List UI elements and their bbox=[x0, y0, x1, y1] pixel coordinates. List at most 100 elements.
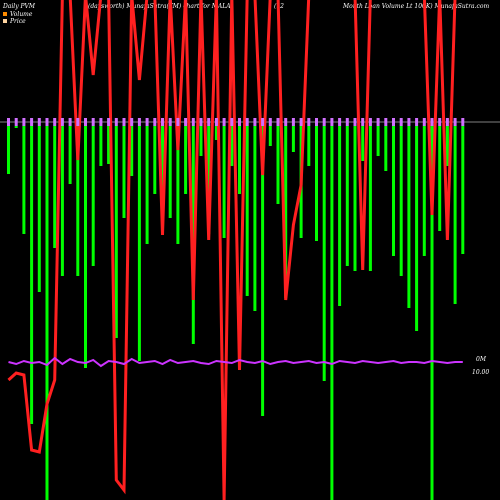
legend-price-swatch bbox=[3, 19, 7, 23]
price-marker bbox=[114, 118, 118, 126]
volume-bar bbox=[214, 126, 218, 140]
volume-bar bbox=[99, 126, 103, 166]
price-markers bbox=[7, 118, 465, 126]
volume-bar bbox=[14, 126, 18, 128]
volume-bar bbox=[422, 126, 426, 256]
price-marker bbox=[214, 118, 218, 126]
volume-bar bbox=[161, 126, 164, 220]
price-marker bbox=[291, 118, 295, 126]
volume-bar bbox=[368, 126, 372, 271]
price-marker bbox=[99, 118, 103, 126]
volume-bar bbox=[361, 126, 365, 161]
price-marker bbox=[84, 118, 87, 126]
volume-bar bbox=[276, 126, 280, 204]
volume-bar bbox=[207, 126, 211, 234]
price-marker bbox=[222, 118, 226, 126]
volume-bar bbox=[307, 126, 311, 166]
price-marker bbox=[122, 118, 126, 126]
volume-bar bbox=[453, 126, 457, 304]
volume-bar bbox=[253, 126, 257, 311]
volume-bar bbox=[168, 126, 172, 218]
volume-bar bbox=[145, 126, 149, 244]
price-marker bbox=[415, 118, 419, 126]
volume-bar bbox=[415, 126, 419, 331]
price-marker bbox=[422, 118, 426, 126]
volume-bar bbox=[222, 126, 226, 238]
header-center: (daysworth) MunafaSutra(TM) chart for MA… bbox=[88, 3, 231, 10]
price-marker bbox=[238, 118, 241, 126]
price-marker bbox=[253, 118, 257, 126]
volume-bar bbox=[7, 126, 10, 174]
price-marker bbox=[268, 118, 272, 126]
price-marker bbox=[353, 118, 357, 126]
volume-bar bbox=[60, 126, 64, 276]
volume-bar bbox=[376, 126, 380, 156]
price-marker bbox=[453, 118, 457, 126]
price-marker bbox=[230, 118, 234, 126]
price-line-group bbox=[8, 356, 463, 368]
price-marker bbox=[161, 118, 164, 126]
price-marker bbox=[438, 118, 442, 126]
price-marker bbox=[45, 118, 49, 126]
volume-bar bbox=[291, 126, 295, 152]
volume-bar bbox=[137, 126, 141, 361]
price-marker bbox=[361, 118, 365, 126]
volume-bar bbox=[130, 126, 134, 176]
price-marker bbox=[22, 118, 26, 126]
price-marker bbox=[76, 118, 80, 126]
volume-bar bbox=[438, 126, 442, 231]
price-marker bbox=[261, 118, 265, 126]
volume-bar bbox=[392, 126, 395, 256]
volume-bar bbox=[330, 126, 334, 500]
price-marker bbox=[14, 118, 18, 126]
volume-bar bbox=[176, 126, 180, 244]
volume-bar bbox=[407, 126, 411, 308]
price-marker bbox=[60, 118, 64, 126]
price-marker bbox=[207, 118, 211, 126]
price-marker bbox=[276, 118, 280, 126]
volume-bar bbox=[399, 126, 403, 276]
volume-bar bbox=[107, 126, 111, 164]
price-marker bbox=[176, 118, 180, 126]
price-marker bbox=[107, 118, 111, 126]
price-marker bbox=[368, 118, 372, 126]
price-marker bbox=[322, 118, 326, 126]
price-marker bbox=[392, 118, 395, 126]
price-axis-label: 10.00 bbox=[472, 369, 489, 376]
price-marker bbox=[407, 118, 411, 126]
volume-bar bbox=[345, 126, 349, 266]
volume-bar bbox=[191, 126, 195, 344]
price-marker bbox=[384, 118, 388, 126]
volume-bar bbox=[22, 126, 26, 234]
volume-bar bbox=[76, 126, 80, 276]
volume-axis-label: 0M bbox=[476, 356, 487, 363]
price-marker bbox=[245, 118, 249, 126]
volume-bar bbox=[315, 126, 318, 241]
volume-bar bbox=[461, 126, 465, 254]
volume-bar bbox=[122, 126, 126, 218]
legend-volume-swatch bbox=[3, 12, 7, 16]
legend-volume-label: Volume bbox=[10, 11, 33, 18]
volume-bar bbox=[68, 126, 72, 184]
price-marker bbox=[445, 118, 449, 126]
volume-bar bbox=[45, 126, 49, 500]
price-marker bbox=[330, 118, 334, 126]
price-marker bbox=[68, 118, 72, 126]
volume-bar bbox=[199, 126, 203, 156]
price-marker bbox=[184, 118, 188, 126]
volume-bar bbox=[353, 126, 357, 271]
price-marker bbox=[345, 118, 349, 126]
volume-bar bbox=[430, 126, 434, 500]
price-marker bbox=[399, 118, 403, 126]
volume-bar bbox=[114, 126, 118, 338]
price-marker bbox=[130, 118, 134, 126]
volume-bar bbox=[384, 126, 388, 171]
price-marker bbox=[284, 118, 288, 126]
volume-bar bbox=[84, 126, 87, 368]
volume-bar bbox=[284, 126, 288, 298]
volume-bar bbox=[230, 126, 234, 166]
volume-bars bbox=[7, 0, 465, 500]
price-marker bbox=[376, 118, 380, 126]
price-marker bbox=[430, 118, 434, 126]
